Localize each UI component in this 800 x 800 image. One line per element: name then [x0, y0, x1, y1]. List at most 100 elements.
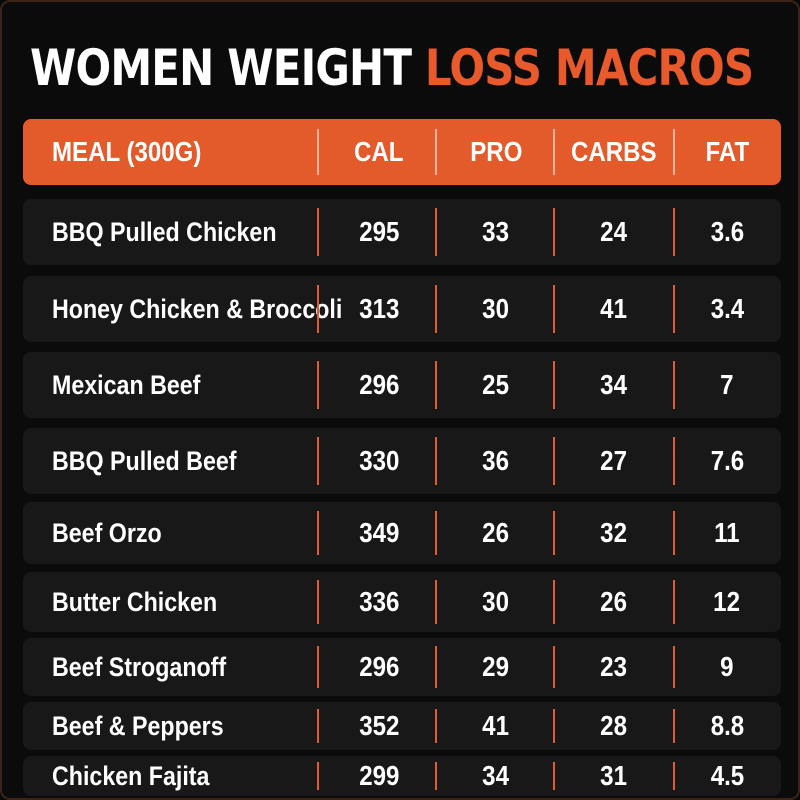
carbs-value: 31	[600, 760, 628, 791]
cal-value: 299	[358, 760, 400, 791]
table-row: Honey Chicken & Broccoli 313 30 41 3.4	[23, 276, 781, 342]
pro-value: 30	[482, 586, 510, 617]
table-row: Mexican Beef 296 25 34 7	[23, 352, 781, 418]
table-row: BBQ Pulled Beef 330 36 27 7.6	[23, 428, 781, 494]
row-divider	[673, 708, 675, 744]
row-divider	[317, 208, 319, 256]
meal-name: Honey Chicken & Broccoli	[52, 293, 343, 324]
row-divider	[673, 510, 675, 556]
table-row: BBQ Pulled Chicken 295 33 24 3.6	[23, 199, 781, 265]
row-divider	[317, 285, 319, 333]
row-divider	[553, 708, 555, 744]
row-divider	[553, 285, 555, 333]
meal-name: Beef Stroganoff	[52, 651, 227, 682]
row-divider	[317, 510, 319, 556]
carbs-value: 32	[600, 517, 628, 548]
cal-value: 296	[358, 369, 400, 400]
row-divider	[673, 646, 675, 688]
pro-value: 33	[482, 216, 510, 247]
pro-value: 30	[482, 293, 510, 324]
header-pro: PRO	[469, 136, 523, 167]
table-row: Beef Orzo 349 26 32 11	[23, 502, 781, 564]
row-divider	[435, 708, 437, 744]
header-divider	[435, 129, 437, 175]
table-row: Beef Stroganoff 296 29 23 9	[23, 638, 781, 696]
row-divider	[673, 437, 675, 485]
fat-value: 12	[713, 586, 741, 617]
fat-value: 3.6	[710, 216, 744, 247]
meal-name: BBQ Pulled Beef	[52, 445, 237, 476]
row-divider	[435, 285, 437, 333]
fat-value: 9	[720, 651, 734, 682]
row-divider	[317, 580, 319, 624]
header-fat: FAT	[705, 136, 749, 167]
cal-value: 295	[358, 216, 400, 247]
row-divider	[435, 361, 437, 409]
cal-value: 313	[358, 293, 400, 324]
row-divider	[435, 510, 437, 556]
pro-value: 29	[482, 651, 510, 682]
row-divider	[435, 646, 437, 688]
carbs-value: 23	[600, 651, 628, 682]
row-divider	[673, 580, 675, 624]
fat-value: 7	[720, 369, 734, 400]
row-divider	[317, 761, 319, 791]
row-divider	[435, 437, 437, 485]
pro-value: 36	[482, 445, 510, 476]
table-row: Chicken Fajita 299 34 31 4.5	[23, 756, 781, 796]
row-divider	[553, 361, 555, 409]
row-divider	[317, 361, 319, 409]
fat-value: 4.5	[710, 760, 744, 791]
meal-name: Beef Orzo	[52, 517, 162, 548]
row-divider	[317, 708, 319, 744]
row-divider	[673, 761, 675, 791]
meal-name: Beef & Peppers	[52, 710, 224, 741]
table-header: MEAL (300G) CAL PRO CARBS FAT	[23, 119, 781, 185]
table-row: Beef & Peppers 352 41 28 8.8	[23, 702, 781, 750]
row-divider	[435, 580, 437, 624]
row-divider	[553, 208, 555, 256]
row-divider	[317, 437, 319, 485]
table-row: Butter Chicken 336 30 26 12	[23, 572, 781, 632]
header-carbs: CARBS	[571, 136, 657, 167]
cal-value: 349	[358, 517, 400, 548]
row-divider	[435, 761, 437, 791]
pro-value: 26	[482, 517, 510, 548]
header-cal: CAL	[354, 136, 404, 167]
carbs-value: 34	[600, 369, 628, 400]
row-divider	[673, 208, 675, 256]
meal-name: Chicken Fajita	[52, 760, 210, 791]
carbs-value: 27	[600, 445, 628, 476]
fat-value: 7.6	[710, 445, 744, 476]
page-title: WOMEN WEIGHT LOSS MACROS	[30, 32, 754, 104]
carbs-value: 41	[600, 293, 628, 324]
cal-value: 336	[358, 586, 400, 617]
carbs-value: 24	[600, 216, 628, 247]
header-divider	[673, 129, 675, 175]
fat-value: 8.8	[710, 710, 744, 741]
fat-value: 11	[714, 517, 740, 548]
pro-value: 34	[482, 760, 510, 791]
fat-value: 3.4	[710, 293, 744, 324]
meal-name: Butter Chicken	[52, 586, 218, 617]
row-divider	[553, 437, 555, 485]
row-divider	[553, 580, 555, 624]
meal-name: Mexican Beef	[52, 369, 201, 400]
row-divider	[553, 761, 555, 791]
row-divider	[673, 361, 675, 409]
row-divider	[435, 208, 437, 256]
pro-value: 25	[482, 369, 510, 400]
header-divider	[553, 129, 555, 175]
header-divider	[317, 129, 319, 175]
title-part-orange: LOSS MACROS	[424, 39, 754, 97]
row-divider	[553, 510, 555, 556]
cal-value: 352	[358, 710, 400, 741]
row-divider	[553, 646, 555, 688]
row-divider	[673, 285, 675, 333]
meal-name: BBQ Pulled Chicken	[52, 216, 277, 247]
cal-value: 330	[358, 445, 400, 476]
cal-value: 296	[358, 651, 400, 682]
carbs-value: 28	[600, 710, 628, 741]
header-meal: MEAL (300G)	[52, 136, 202, 167]
